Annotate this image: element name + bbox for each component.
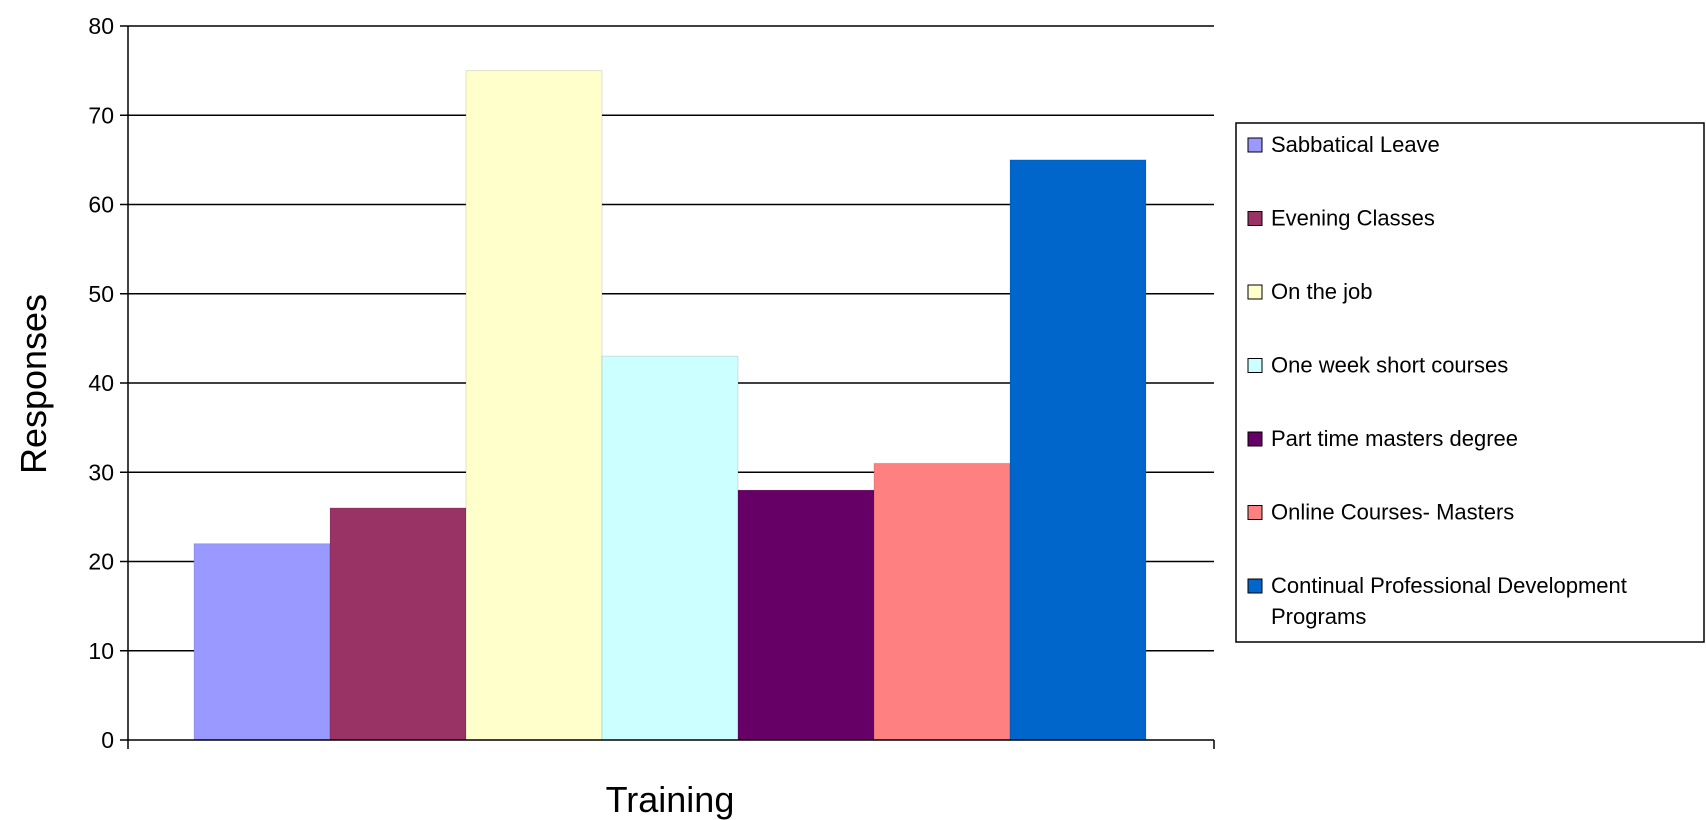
bar-one-week-short-courses: [601, 355, 739, 741]
y-tick-label: 50: [88, 281, 114, 307]
y-tick-label: 10: [88, 638, 114, 664]
legend-box: [1235, 122, 1705, 643]
legend-label: Online Courses- Masters: [1271, 500, 1514, 525]
y-tick-label: 80: [88, 13, 114, 39]
y-tick-labels: 0 10 20 30 40 50 60 70 80: [88, 13, 114, 753]
y-tick-label: 70: [88, 102, 114, 128]
legend-swatch: [1247, 284, 1263, 300]
y-tick-label: 30: [88, 459, 114, 485]
legend-swatch: [1247, 211, 1263, 226]
legend-swatch: [1247, 358, 1263, 373]
y-axis-title: Responses: [13, 294, 54, 474]
bar-continual-professional-development-programs: [1009, 159, 1147, 741]
bars: [193, 70, 1147, 741]
bar-online-courses-masters: [873, 462, 1011, 741]
legend-swatch: [1247, 505, 1263, 520]
legend-label: Sabbatical Leave: [1271, 132, 1440, 157]
y-tick-label: 40: [88, 370, 114, 396]
legend: Sabbatical Leave Evening Classes On the jo…: [1235, 122, 1705, 643]
legend-label: One week short courses: [1271, 353, 1508, 378]
legend-swatch: [1247, 431, 1263, 447]
legend-label: Evening Classes: [1271, 206, 1435, 231]
bar-sabbatical-leave: [193, 543, 331, 741]
bar-on-the-job: [465, 70, 603, 741]
axes: [120, 25, 1215, 749]
y-tick-label: 60: [88, 192, 114, 218]
legend-swatch: [1247, 578, 1263, 594]
y-tick-label: 0: [101, 727, 114, 753]
legend-label: Programs: [1271, 604, 1366, 629]
legend-label: On the job: [1271, 279, 1373, 304]
x-axis-title: Training: [606, 779, 735, 820]
legend-label: Continual Professional Development: [1271, 573, 1627, 598]
y-tick-label: 20: [88, 549, 114, 575]
bar-part-time-masters-degree: [737, 489, 875, 741]
legend-swatch: [1247, 137, 1263, 153]
bar-evening-classes: [329, 507, 467, 741]
legend-label: Part time masters degree: [1271, 426, 1518, 451]
